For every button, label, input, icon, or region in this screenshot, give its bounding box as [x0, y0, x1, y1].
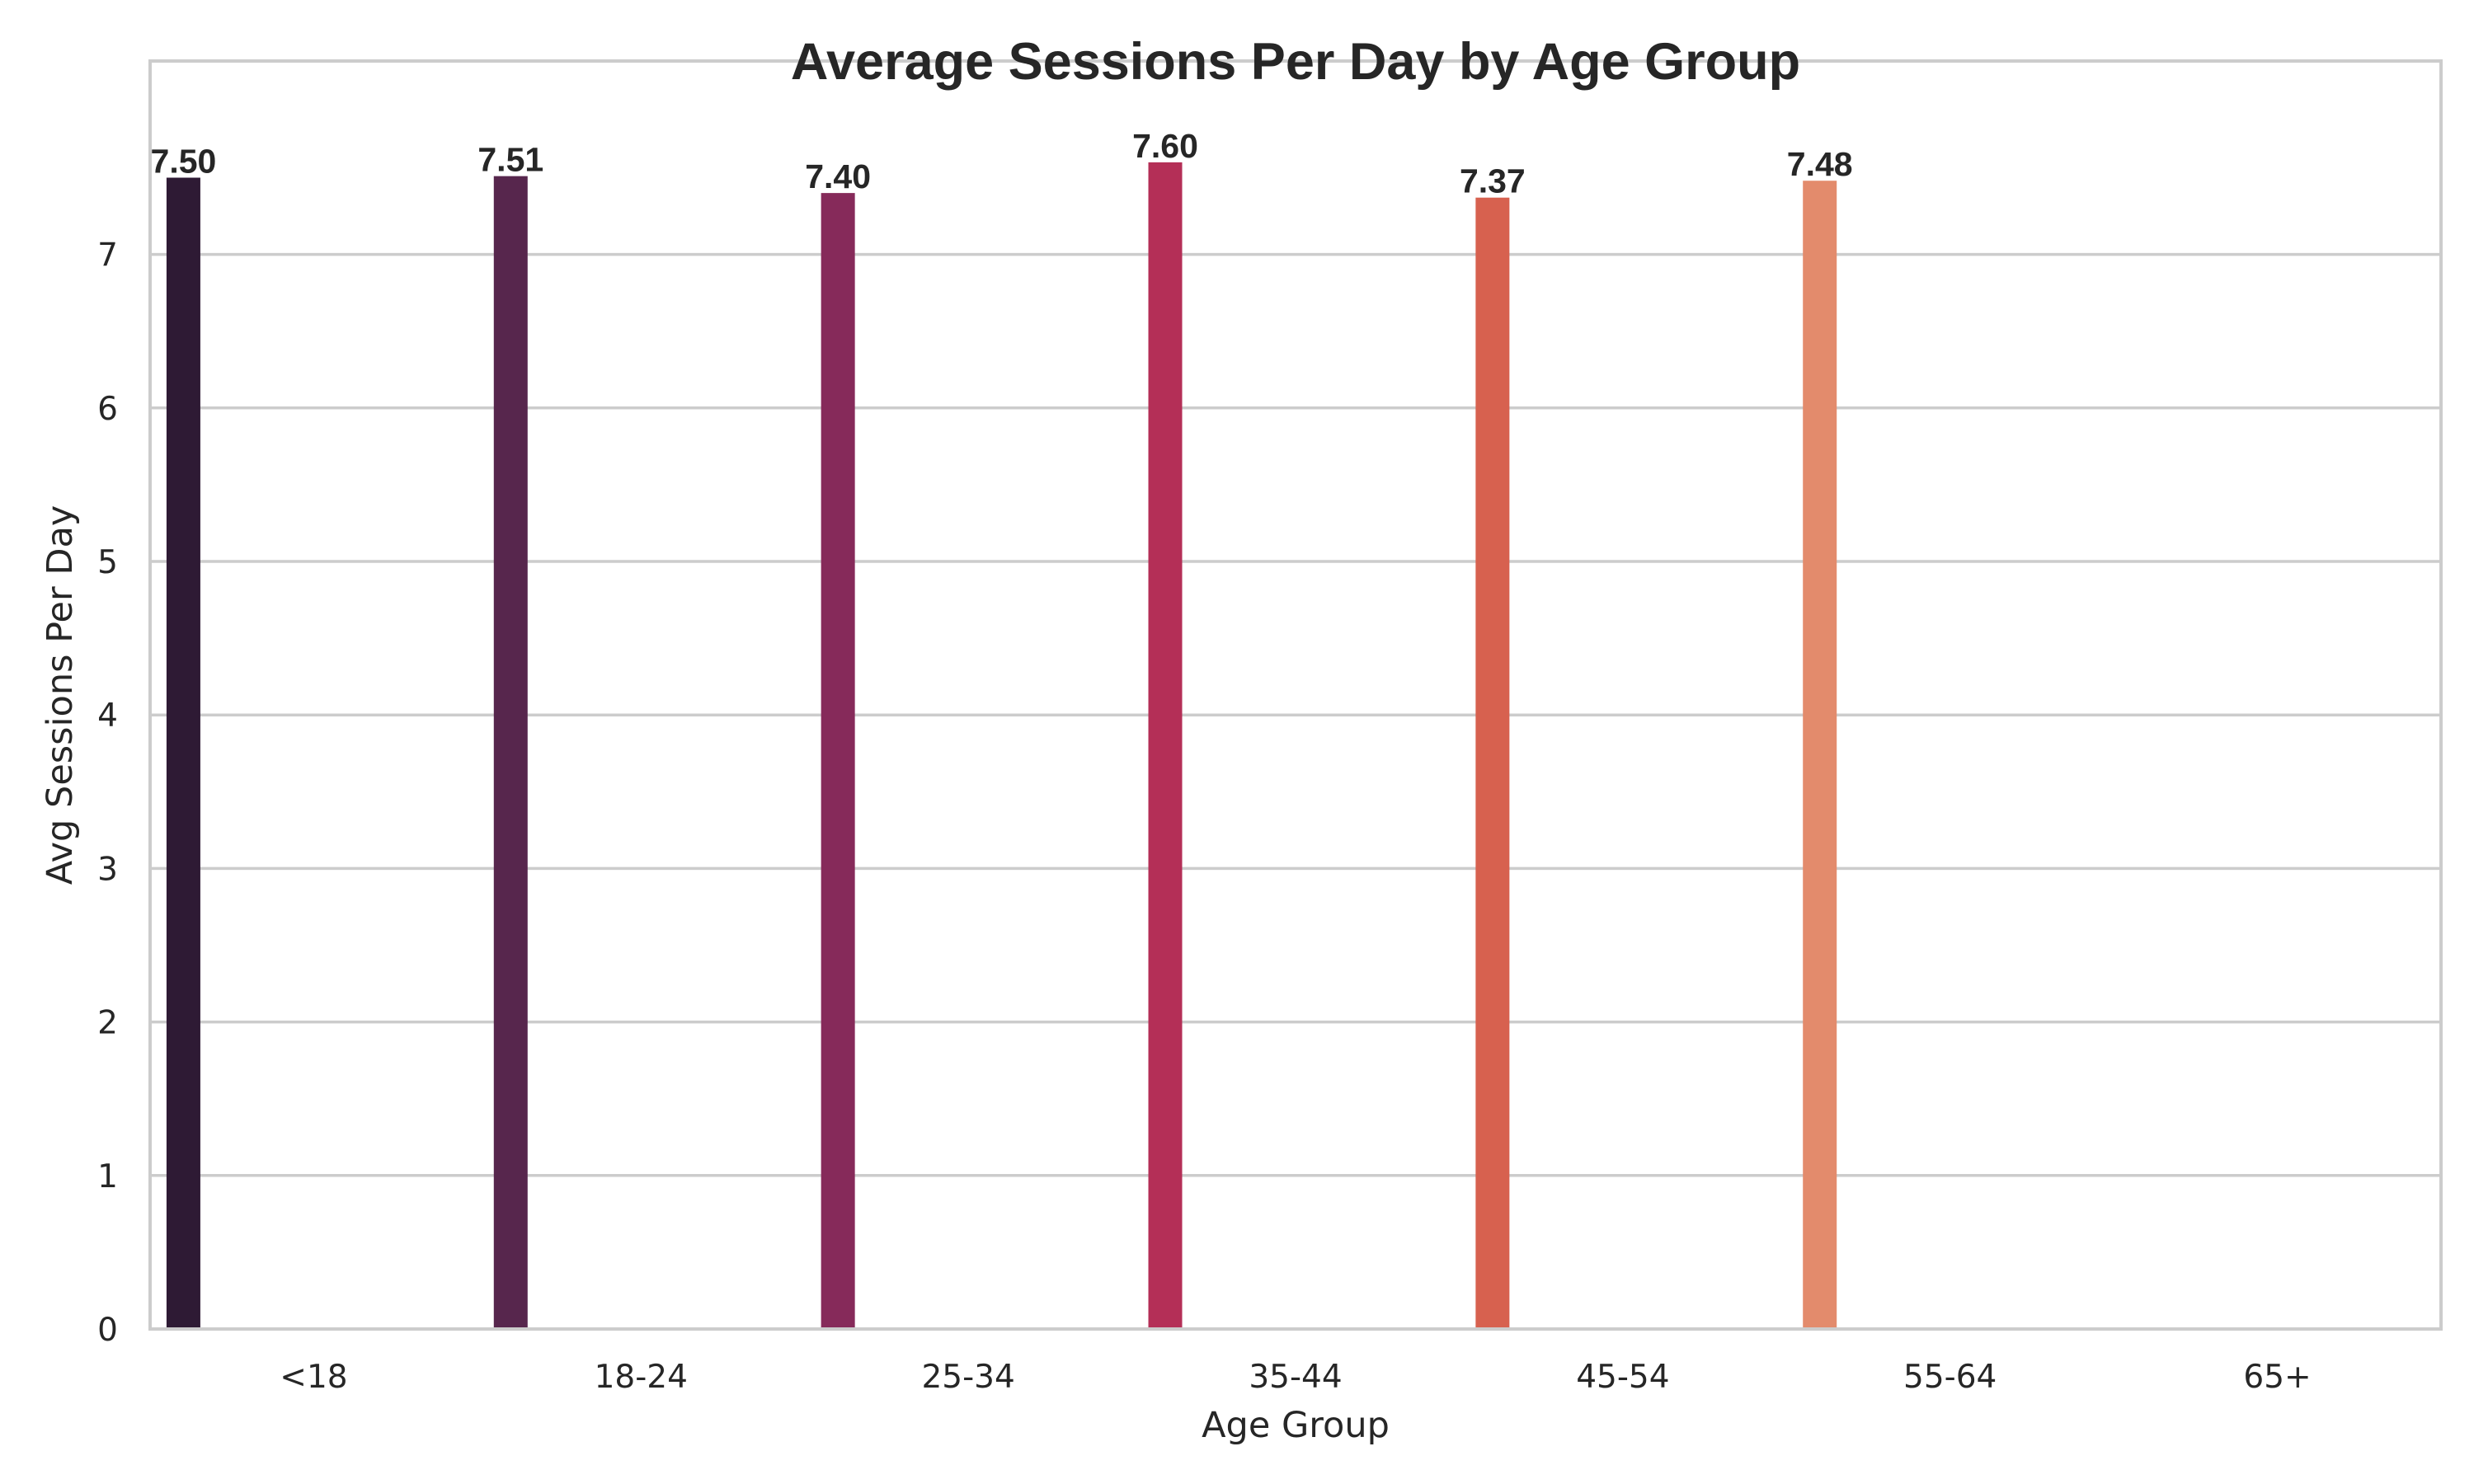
x-axis-label: Age Group [1202, 1405, 1390, 1446]
bar-value-label: 7.37 [1460, 162, 1526, 200]
gridlines [150, 252, 2441, 1177]
plot-frame [148, 59, 2443, 1331]
x-tick-label: 55-64 [1903, 1359, 1997, 1396]
x-tick-label: 35-44 [1249, 1359, 1342, 1396]
y-tick-label: 1 [97, 1158, 118, 1195]
y-axis-label: Avg Sessions Per Day [40, 505, 81, 885]
bars [166, 162, 1837, 1330]
x-tick-label: 25-34 [921, 1359, 1014, 1396]
y-tick-label: 5 [97, 544, 118, 581]
bar [821, 193, 855, 1329]
bar-value-label: 7.48 [1787, 145, 1853, 183]
y-tick-label: 0 [97, 1312, 118, 1349]
bar [1803, 181, 1837, 1329]
x-tick-label: <18 [280, 1359, 347, 1396]
y-tick-label: 4 [97, 697, 118, 735]
bar-value-label: 7.40 [805, 157, 871, 195]
y-tick-label: 6 [97, 391, 118, 428]
bar [166, 177, 200, 1329]
y-tick-labels: 0 1 2 3 4 5 6 7 [97, 237, 118, 1349]
y-tick-label: 7 [97, 237, 118, 275]
bar-value-label: 7.60 [1132, 127, 1198, 165]
bar [493, 176, 528, 1330]
bar-value-label: 7.50 [151, 143, 217, 181]
x-tick-labels: <18 18-24 25-34 35-44 45-54 55-64 65+ [280, 1359, 2311, 1396]
x-tick-label: 65+ [2243, 1359, 2311, 1396]
bar [1148, 162, 1183, 1329]
bar [1475, 197, 1510, 1329]
bar-value-label: 7.51 [477, 141, 543, 179]
y-tick-label: 2 [97, 1005, 118, 1042]
x-tick-label: 18-24 [595, 1359, 688, 1396]
chart-title: Average Sessions Per Day by Age Group [791, 33, 1800, 91]
value-labels: 7.50 7.51 7.40 7.60 7.37 7.48 [151, 127, 1853, 200]
y-tick-label: 3 [97, 851, 118, 888]
x-tick-label: 45-54 [1576, 1359, 1669, 1396]
